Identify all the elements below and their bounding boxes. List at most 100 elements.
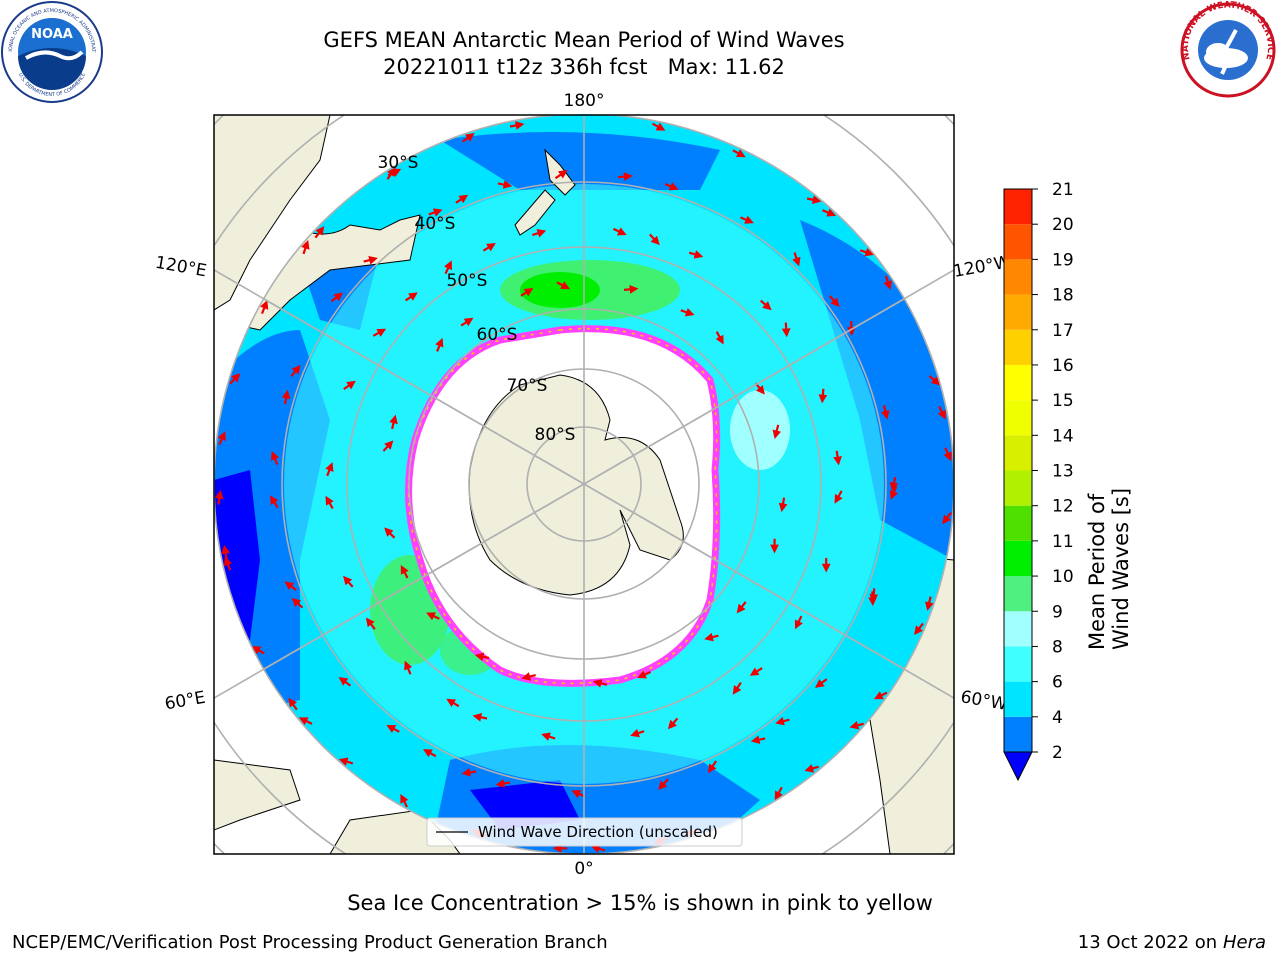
wind-arrow	[217, 431, 226, 446]
wind-arrow	[251, 646, 265, 655]
wind-arrow	[422, 749, 437, 758]
wind-arrow	[822, 208, 837, 217]
wind-arrow	[630, 728, 645, 738]
lon-label-0: 0°	[574, 859, 593, 879]
colorbar-segment	[1004, 470, 1032, 506]
lon-label-120e: 120°E	[154, 253, 208, 282]
colorbar-tick-label: 2	[1052, 743, 1063, 763]
wind-arrow	[846, 321, 856, 336]
wind-arrow	[372, 328, 387, 337]
wind-arrow	[460, 317, 474, 327]
lat-label-70s: 70°S	[507, 376, 548, 396]
wind-arrow	[435, 337, 444, 352]
colorbar-tick-label: 18	[1052, 286, 1074, 306]
colorbar-tick-label: 14	[1052, 426, 1074, 446]
wind-arrow	[290, 364, 301, 377]
wind-arrow	[849, 720, 864, 730]
credit-branch: NCEP/EMC/Verification Post Processing Pr…	[12, 932, 608, 953]
colorbar-tick-label: 12	[1052, 497, 1074, 517]
wind-arrow	[541, 732, 556, 741]
credit-date-text: 13 Oct 2022 on	[1077, 932, 1223, 953]
colorbar-tick-label: 8	[1052, 637, 1063, 657]
wind-arrow	[270, 451, 280, 466]
wind-arrow	[924, 596, 934, 611]
wind-arrow	[509, 121, 525, 130]
lon-label-180: 180°	[564, 91, 605, 111]
wind-arrow	[834, 490, 843, 504]
colorbar-segment	[1004, 329, 1032, 365]
wind-arrow	[806, 195, 822, 205]
wind-arrow	[833, 450, 842, 466]
wind-arrow	[804, 764, 819, 773]
wind-arrow	[389, 414, 398, 430]
colorbar-tick-label: 15	[1052, 391, 1074, 411]
wind-arrow	[740, 215, 754, 224]
chart-subtitle: 20221011 t12z 336h fcst Max: 11.62	[383, 55, 785, 79]
wind-arrow	[880, 405, 890, 420]
wind-arrow	[792, 252, 801, 267]
wind-arrow	[404, 660, 413, 675]
wind-arrow	[521, 672, 536, 681]
wind-arrow	[774, 786, 783, 801]
wind-arrow	[943, 447, 952, 462]
lon-label-60w: 60°W	[959, 687, 1009, 715]
wind-arrow	[868, 591, 877, 607]
wind-arrow	[814, 678, 828, 688]
map-legend: Wind Wave Direction (unscaled)	[426, 817, 743, 847]
wind-arrow	[556, 281, 570, 290]
wind-arrow	[472, 713, 488, 722]
colorbar-tick-label: 10	[1052, 567, 1074, 587]
wind-arrow	[386, 167, 396, 180]
colorbar-tick-label: 21	[1052, 180, 1074, 200]
wind-arrow	[590, 844, 606, 853]
colorbar-tick-label: 4	[1052, 708, 1063, 728]
wind-arrow	[750, 735, 766, 744]
wind-arrow	[732, 681, 742, 695]
wind-arrow	[531, 229, 547, 238]
wind-arrow	[444, 260, 452, 275]
wind-arrow	[426, 612, 440, 621]
lat-label-50s: 50°S	[447, 271, 488, 291]
wind-arrow	[937, 405, 946, 420]
wind-arrow	[617, 172, 633, 181]
wind-arrow	[759, 299, 772, 311]
wind-arrow	[794, 615, 803, 630]
wind-arrow	[942, 511, 952, 525]
wind-arrow	[455, 194, 469, 204]
wind-arrow	[732, 149, 746, 158]
colorbar-segment	[1004, 540, 1032, 577]
wind-arrow	[772, 424, 782, 440]
colorbar-segment	[1004, 400, 1032, 436]
wind-arrow	[363, 255, 378, 265]
wind-arrow	[928, 375, 941, 386]
colorbar-segment	[1004, 364, 1032, 401]
colorbar-segment	[1004, 576, 1032, 612]
wind-arrow	[284, 581, 297, 591]
wind-arrow	[749, 667, 763, 676]
wind-arrow	[571, 790, 586, 799]
colorbar-segment	[1004, 259, 1032, 295]
wind-arrow	[520, 287, 534, 297]
wind-arrow	[707, 760, 718, 774]
wind-arrow	[554, 170, 568, 180]
wind-arrow	[873, 691, 888, 700]
colorbar-tick-label: 20	[1052, 215, 1074, 235]
noaa-logo: NOAA NATIONAL OCEANIC AND ATMOSPHERIC AD…	[0, 0, 103, 103]
wind-arrow	[365, 617, 376, 630]
wind-arrow	[281, 389, 291, 405]
graticule	[214, 115, 954, 854]
lat-label-60s: 60°S	[477, 325, 518, 345]
wind-arrow	[859, 247, 875, 257]
colorbar-tick-label: 13	[1052, 462, 1074, 482]
wind-arrow	[623, 284, 639, 294]
wind-arrow	[775, 716, 790, 726]
wind-arrow	[325, 462, 334, 477]
wind-arrow	[612, 227, 627, 236]
wind-arrow	[428, 208, 443, 217]
wind-arrow	[298, 717, 313, 726]
wind-arrow	[889, 476, 899, 492]
noaa-logo-text: NOAA	[31, 27, 73, 42]
colorbar-tick-label: 9	[1052, 602, 1063, 622]
wind-arrow	[828, 295, 840, 307]
